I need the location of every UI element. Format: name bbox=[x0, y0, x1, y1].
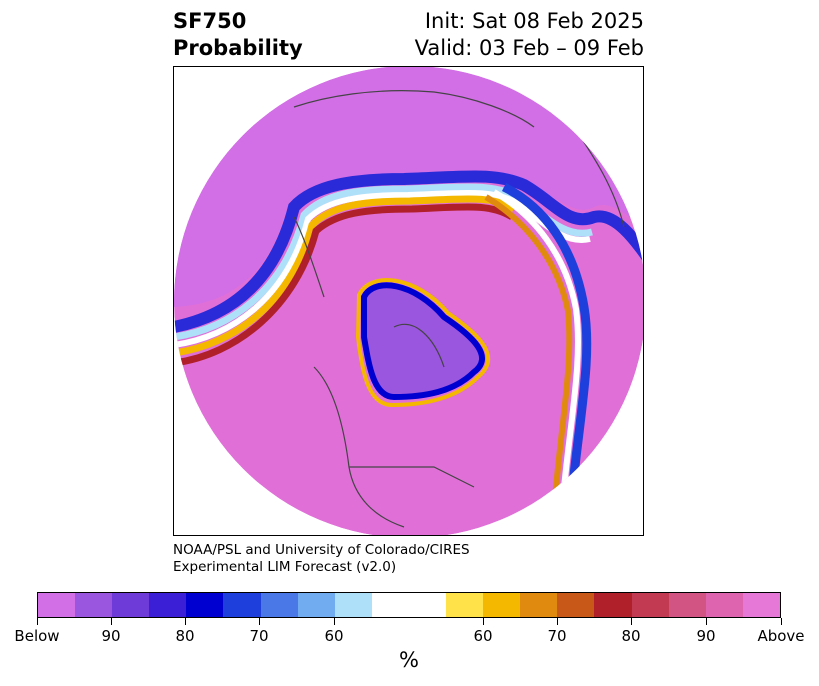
colorbar-tick bbox=[111, 618, 112, 625]
colorbar-tick-label: 90 bbox=[101, 627, 121, 645]
colorbar-segment bbox=[742, 593, 780, 617]
transition-band-blue bbox=[174, 170, 643, 333]
below-region-north bbox=[174, 67, 643, 307]
colorbar-tick-label: 80 bbox=[621, 627, 641, 645]
east-band bbox=[501, 182, 592, 535]
credit-line-1: NOAA/PSL and University of Colorado/CIRE… bbox=[173, 542, 470, 558]
credits: NOAA/PSL and University of Colorado/CIRE… bbox=[173, 542, 470, 576]
colorbar bbox=[37, 592, 781, 618]
colorbar-tick-label: 70 bbox=[249, 627, 269, 645]
colorbar-segment bbox=[223, 593, 261, 617]
colorbar-segment bbox=[668, 593, 706, 617]
credit-line-2: Experimental LIM Forecast (v2.0) bbox=[173, 559, 397, 575]
colorbar-segment bbox=[297, 593, 335, 617]
colorbar-segment bbox=[446, 593, 484, 617]
colorbar-segment bbox=[557, 593, 595, 617]
map-frame bbox=[173, 66, 644, 536]
transition-band-red bbox=[174, 203, 514, 367]
colorbar-tick bbox=[781, 618, 782, 625]
colorbar-tick bbox=[37, 618, 38, 625]
colorbar-segment bbox=[520, 593, 558, 617]
polar-below-blob bbox=[361, 282, 485, 401]
forecast-dates: Init: Sat 08 Feb 2025 Valid: 03 Feb – 09… bbox=[415, 8, 644, 62]
init-date: Init: Sat 08 Feb 2025 bbox=[424, 9, 644, 33]
colorbar-tick-label: Above bbox=[757, 627, 805, 645]
colorbar-tick-label: Below bbox=[14, 627, 60, 645]
colorbar-tick-label: 90 bbox=[696, 627, 716, 645]
polar-map bbox=[174, 67, 643, 535]
colorbar-tick-label: 60 bbox=[473, 627, 493, 645]
transition-band-yellow bbox=[174, 195, 516, 357]
transition-band-white bbox=[174, 189, 591, 348]
colorbar-unit: % bbox=[399, 648, 419, 672]
colorbar-tick-label: 70 bbox=[547, 627, 567, 645]
colorbar-segment bbox=[334, 593, 372, 617]
colorbar-segment bbox=[75, 593, 113, 617]
colorbar-segment bbox=[631, 593, 669, 617]
colorbar-segment bbox=[705, 593, 743, 617]
colorbar-segment bbox=[594, 593, 632, 617]
colorbar-tick-label: 60 bbox=[324, 627, 344, 645]
colorbar-segment bbox=[260, 593, 298, 617]
polar-blob-ring bbox=[355, 278, 491, 408]
colorbar-segment bbox=[38, 593, 76, 617]
colorbar-tick bbox=[334, 618, 335, 625]
chart-title: SF750 Probability bbox=[173, 8, 303, 62]
east-band-white bbox=[492, 189, 582, 535]
east-band-warm bbox=[484, 194, 573, 535]
colorbar-segment bbox=[149, 593, 187, 617]
colorbar-segment bbox=[112, 593, 150, 617]
colorbar-tick bbox=[557, 618, 558, 625]
metric-label: Probability bbox=[173, 36, 303, 60]
colorbar-segment bbox=[186, 593, 224, 617]
coastlines bbox=[293, 90, 625, 528]
colorbar-tick bbox=[259, 618, 260, 625]
colorbar-tick-label: 80 bbox=[175, 627, 195, 645]
variable-label: SF750 bbox=[173, 9, 247, 33]
colorbar-tick bbox=[483, 618, 484, 625]
colorbar-tick bbox=[706, 618, 707, 625]
colorbar-segment bbox=[483, 593, 521, 617]
colorbar-tick bbox=[631, 618, 632, 625]
colorbar-segment bbox=[371, 593, 447, 617]
valid-range: Valid: 03 Feb – 09 Feb bbox=[414, 36, 644, 60]
colorbar-tick bbox=[185, 618, 186, 625]
